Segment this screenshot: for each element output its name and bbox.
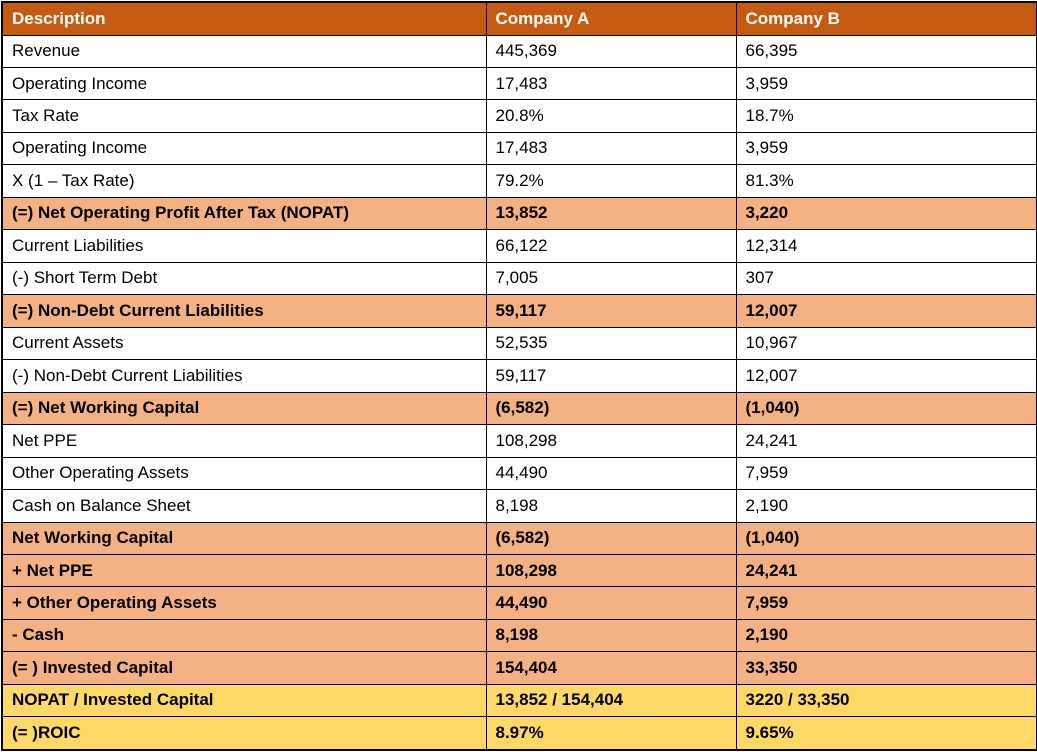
table-row: (-) Short Term Debt 7,005 307 — [1, 261, 1037, 296]
company-b-cell: 10,967 — [735, 326, 1037, 361]
company-b-cell: 2,190 — [735, 618, 1037, 653]
description-cell: Tax Rate — [1, 99, 487, 133]
table-header: Description Company A Company B — [1, 1, 1037, 36]
company-b-cell: 24,241 — [735, 424, 1037, 458]
table-row: (= ) Invested Capital 154,404 33,350 — [1, 651, 1037, 685]
description-cell: + Other Operating Assets — [1, 586, 487, 620]
company-a-cell: 13,852 — [485, 196, 737, 231]
description-cell: (=) Net Operating Profit After Tax (NOPA… — [1, 196, 487, 231]
table-row: (=) Net Operating Profit After Tax (NOPA… — [1, 196, 1037, 231]
company-b-cell: 18.7% — [735, 99, 1037, 133]
description-cell: + Net PPE — [1, 553, 487, 588]
company-a-cell: 13,852 / 154,404 — [485, 683, 737, 718]
description-cell: Current Assets — [1, 326, 487, 361]
company-a-cell: 20.8% — [485, 99, 737, 133]
company-b-cell: 12,007 — [735, 359, 1037, 393]
description-cell: (= ) Invested Capital — [1, 651, 487, 685]
company-b-cell: 81.3% — [735, 164, 1037, 198]
company-b-cell: 307 — [735, 261, 1037, 296]
table-row: (= )ROIC 8.97% 9.65% — [1, 716, 1037, 751]
description-cell: Other Operating Assets — [1, 456, 487, 491]
company-b-cell: 9.65% — [735, 716, 1037, 751]
company-b-cell: 3,220 — [735, 196, 1037, 231]
table-row: Net Working Capital (6,582) (1,040) — [1, 521, 1037, 556]
company-a-cell: 79.2% — [485, 164, 737, 198]
table-row: Net PPE 108,298 24,241 — [1, 424, 1037, 458]
description-cell: Net Working Capital — [1, 521, 487, 556]
company-a-cell: 66,122 — [485, 229, 737, 263]
description-cell: (= )ROIC — [1, 716, 487, 751]
company-a-cell: 44,490 — [485, 456, 737, 491]
description-cell: Net PPE — [1, 424, 487, 458]
company-b-cell: 7,959 — [735, 586, 1037, 620]
company-b-cell: 2,190 — [735, 489, 1037, 523]
table-row: - Cash 8,198 2,190 — [1, 618, 1037, 653]
header-row: Description Company A Company B — [1, 1, 1037, 36]
description-cell: (-) Short Term Debt — [1, 261, 487, 296]
description-cell: (=) Non-Debt Current Liabilities — [1, 294, 487, 328]
description-cell: Cash on Balance Sheet — [1, 489, 487, 523]
company-b-cell: 7,959 — [735, 456, 1037, 491]
table-row: Operating Income 17,483 3,959 — [1, 131, 1037, 166]
table-row: X (1 – Tax Rate) 79.2% 81.3% — [1, 164, 1037, 198]
table-row: + Net PPE 108,298 24,241 — [1, 553, 1037, 588]
table-row: Current Assets 52,535 10,967 — [1, 326, 1037, 361]
company-b-cell: (1,040) — [735, 391, 1037, 426]
company-b-cell: (1,040) — [735, 521, 1037, 556]
company-a-cell: (6,582) — [485, 521, 737, 556]
description-cell: (=) Net Working Capital — [1, 391, 487, 426]
company-a-cell: 59,117 — [485, 294, 737, 328]
table-row: NOPAT / Invested Capital 13,852 / 154,404… — [1, 683, 1037, 718]
table-row: (=) Non-Debt Current Liabilities 59,117 12… — [1, 294, 1037, 328]
company-b-cell: 3,959 — [735, 66, 1037, 101]
company-a-cell: 17,483 — [485, 66, 737, 101]
description-cell: NOPAT / Invested Capital — [1, 683, 487, 718]
description-cell: X (1 – Tax Rate) — [1, 164, 487, 198]
column-header-company-b: Company B — [735, 1, 1037, 36]
table-row: Cash on Balance Sheet 8,198 2,190 — [1, 489, 1037, 523]
description-cell: - Cash — [1, 618, 487, 653]
table-row: Revenue 445,369 66,395 — [1, 34, 1037, 68]
table-row: Current Liabilities 66,122 12,314 — [1, 229, 1037, 263]
description-cell: (-) Non-Debt Current Liabilities — [1, 359, 487, 393]
table-row: + Other Operating Assets 44,490 7,959 — [1, 586, 1037, 620]
company-b-cell: 12,007 — [735, 294, 1037, 328]
company-a-cell: 154,404 — [485, 651, 737, 685]
table-row: Other Operating Assets 44,490 7,959 — [1, 456, 1037, 491]
description-cell: Operating Income — [1, 131, 487, 166]
company-a-cell: (6,582) — [485, 391, 737, 426]
table-row: (-) Non-Debt Current Liabilities 59,117 12… — [1, 359, 1037, 393]
company-b-cell: 66,395 — [735, 34, 1037, 68]
column-header-description: Description — [1, 1, 487, 36]
description-cell: Revenue — [1, 34, 487, 68]
company-b-cell: 24,241 — [735, 553, 1037, 588]
description-cell: Current Liabilities — [1, 229, 487, 263]
company-a-cell: 108,298 — [485, 424, 737, 458]
company-b-cell: 3,959 — [735, 131, 1037, 166]
description-cell: Operating Income — [1, 66, 487, 101]
table-body: Revenue 445,369 66,395 Operating Income 17,4… — [1, 34, 1037, 751]
company-a-cell: 8,198 — [485, 618, 737, 653]
company-a-cell: 52,535 — [485, 326, 737, 361]
table-row: Operating Income 17,483 3,959 — [1, 66, 1037, 101]
company-a-cell: 17,483 — [485, 131, 737, 166]
table-row: Tax Rate 20.8% 18.7% — [1, 99, 1037, 133]
company-a-cell: 445,369 — [485, 34, 737, 68]
company-a-cell: 8,198 — [485, 489, 737, 523]
column-header-company-a: Company A — [485, 1, 737, 36]
company-a-cell: 44,490 — [485, 586, 737, 620]
company-a-cell: 7,005 — [485, 261, 737, 296]
company-b-cell: 12,314 — [735, 229, 1037, 263]
company-a-cell: 8.97% — [485, 716, 737, 751]
company-a-cell: 59,117 — [485, 359, 737, 393]
company-b-cell: 3220 / 33,350 — [735, 683, 1037, 718]
table-row: (=) Net Working Capital (6,582) (1,040) — [1, 391, 1037, 426]
company-a-cell: 108,298 — [485, 553, 737, 588]
company-b-cell: 33,350 — [735, 651, 1037, 685]
